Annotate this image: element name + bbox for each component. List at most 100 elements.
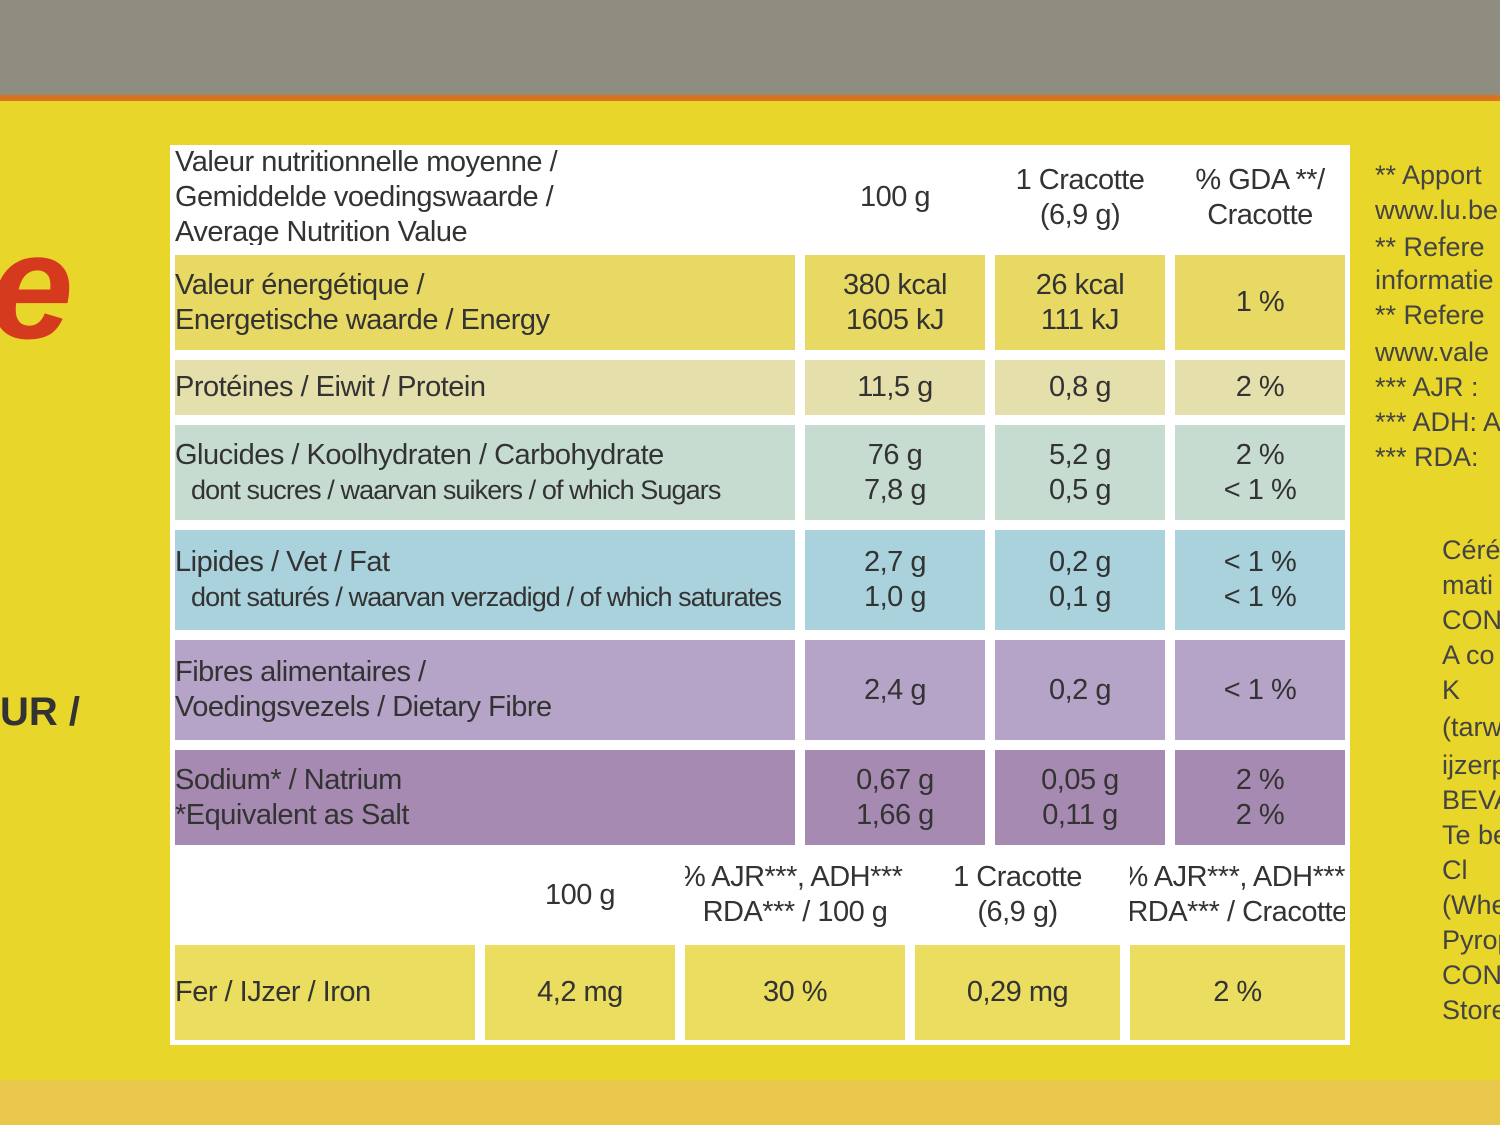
cell-line: 5,2 g [1049,438,1112,471]
cell-line: Energetische waarde / Energy [175,303,550,336]
side-left-text: UR / [0,690,80,734]
cell-line: 0,1 g [1049,581,1112,613]
cell-line: Fer / IJzer / Iron [175,976,371,1008]
cell-line: 1 Cracotte [1015,163,1145,196]
cell-line: (6,9 g) [1039,198,1121,231]
side-note: mati [1442,570,1494,600]
cell-line: 1,66 g [856,798,934,831]
side-note: *** ADH: A [1375,407,1500,437]
side-note: Te be [1442,820,1500,850]
table-cell: 0,8 g [990,355,1170,420]
cell-line: 4,2 mg [537,976,623,1008]
table-cell: 2 % [1125,940,1350,1045]
cell-line: Protéines / Eiwit / Protein [175,371,486,403]
side-note: ijzerp [1442,750,1500,780]
cell-line: 2,7 g [864,546,927,578]
table-cell: Protéines / Eiwit / Protein [170,355,800,420]
table-cell: 0,29 mg [910,940,1125,1045]
table-cell: Fibres alimentaires / Voedingsvezels / Di… [170,635,800,745]
background-bottom [0,1080,1500,1125]
cell-line: 1 Cracotte [953,861,1082,893]
side-note: Pyrop [1442,925,1500,955]
table-cell: 30 % [680,940,910,1045]
table-cell: Valeur nutritionnelle moyenne / Gemiddeld… [170,145,800,250]
table-cell: 380 kcal 1605 kJ [800,250,990,355]
side-note: Store [1442,995,1500,1025]
side-note: informatie [1375,265,1494,295]
background-top [0,0,1500,101]
cell-line: 7,8 g [864,473,927,506]
table-cell: < 1 % < 1 % [1170,525,1350,635]
table-cell: % GDA **/Cracotte [1170,145,1350,250]
cell-line: RDA*** / Cracotte [1127,896,1348,928]
table-cell: 100 g [800,145,990,250]
table-cell: Glucides / Koolhydraten / Carbohydrate do… [170,420,800,525]
side-note: www.vale [1375,337,1490,367]
cell-line: (6,9 g) [977,896,1058,928]
cell-line: 11,5 g [857,371,933,403]
side-note: Cl [1442,855,1468,885]
table-cell: 0,67 g 1,66 g [800,745,990,850]
cell-line: 2 % [1235,371,1285,403]
cell-line: Fibres alimentaires / [175,656,426,688]
side-note: CONT [1442,960,1500,990]
table-cell: 0,05 g 0,11 g [990,745,1170,850]
cell-line: < 1 % [1223,581,1297,613]
table-cell: 2,4 g [800,635,990,745]
cell-line: *Equivalent as Salt [175,798,409,831]
cell-line: 100 g [544,878,616,911]
brand-fragment: e [0,200,73,373]
side-note: K [1442,675,1461,705]
cell-line: 2 % [1235,438,1285,471]
table-cell: 100 g [480,850,680,940]
cell-line: 1 % [1235,286,1285,318]
cell-line: 2,4 g [864,673,927,706]
cell-line: Voedingsvezels / Dietary Fibre [175,691,552,723]
cell-line: Average Nutrition Value [175,216,468,248]
table-cell: < 1 % [1170,635,1350,745]
table-cell: Valeur énergétique / Energetische waarde … [170,250,800,355]
table-cell: % AJR***, ADH***, RDA*** / Cracotte [1125,850,1350,940]
cell-line: 111 kJ [1040,303,1120,336]
side-note: (tarw [1442,712,1500,742]
table-cell: Sodium* / Natrium *Equivalent as Salt [170,745,800,850]
table-cell: Fer / IJzer / Iron [170,940,480,1045]
table-cell: 0,2 g 0,1 g [990,525,1170,635]
cell-line: 1,0 g [864,581,927,613]
side-note: ** Refere [1375,300,1485,330]
cell-line: 30 % [762,976,828,1008]
side-note: A co [1442,640,1495,670]
cell-line: 0,8 g [1049,371,1112,403]
cell-line: < 1 % [1223,673,1297,706]
cell-line: Gemiddelde voedingswaarde / [175,181,554,213]
table-cell: 5,2 g 0,5 g [990,420,1170,525]
cell-line: 0,5 g [1049,473,1112,506]
cell-line: Valeur énergétique / [175,268,425,301]
cell-line: Valeur nutritionnelle moyenne / [175,146,558,178]
side-note: BEVA [1442,785,1500,815]
table-cell: 1 Cracotte (6,9 g) [990,145,1170,250]
table-cell: 4,2 mg [480,940,680,1045]
cell-line: 0,67 g [856,763,934,796]
table-cell: 2,7 g 1,0 g [800,525,990,635]
cell-line: < 1 % [1223,473,1297,506]
side-note: *** AJR : [1375,372,1479,402]
cell-line: Lipides / Vet / Fat [175,546,390,578]
table-cell: 2 % [1170,355,1350,420]
cell-line: 100 g [859,181,931,213]
cell-line: Glucides / Koolhydraten / Carbohydrate [175,438,664,471]
cell-line: % AJR***, ADH***, [680,861,910,893]
cell-line: 0,29 mg [966,976,1069,1008]
table-cell: Lipides / Vet / Fat dont saturés / waarva… [170,525,800,635]
side-note: ** Refere [1375,232,1485,262]
cell-line: dont saturés / waarvan verzadigd / of wh… [191,582,782,612]
cell-line: 0,05 g [1041,763,1119,796]
table-cell: 11,5 g [800,355,990,420]
cell-line: 2 % [1235,763,1285,796]
cell-line: 380 kcal [842,268,948,301]
cell-line: Cracotte [1207,198,1313,231]
cell-line: 0,11 g [1042,798,1118,831]
cell-line: < 1 % [1223,546,1297,578]
table-cell: 2 % < 1 % [1170,420,1350,525]
nutrition-table: Valeur nutritionnelle moyenne / Gemiddeld… [170,145,1350,1045]
